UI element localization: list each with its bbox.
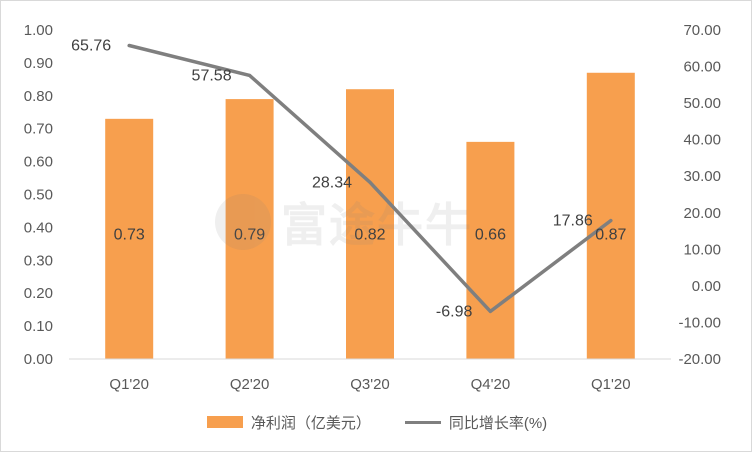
x-tick-label: Q2'20 <box>230 376 270 393</box>
y-right-tick-label: 10.00 <box>683 241 721 258</box>
line-data-label: 28.34 <box>312 174 352 191</box>
line-point <box>248 73 252 77</box>
x-tick-label: Q1'20 <box>591 376 631 393</box>
y-right-tick-label: -10.00 <box>678 314 721 331</box>
y-left-tick-label: 0.90 <box>24 55 53 72</box>
bar <box>346 89 394 359</box>
y-left-tick-label: 0.60 <box>24 154 53 171</box>
line-data-label: 57.58 <box>192 67 232 84</box>
y-right-tick-label: 30.00 <box>683 168 721 185</box>
y-right-tick-label: -20.00 <box>678 351 721 368</box>
y-left-tick-label: 0.80 <box>24 88 53 105</box>
x-tick-label: Q1'20 <box>109 376 149 393</box>
y-left-tick-label: 0.10 <box>24 318 53 335</box>
y-right-tick-label: 40.00 <box>683 132 721 149</box>
y-left-tick-label: 0.70 <box>24 121 53 138</box>
y-left-tick-label: 0.40 <box>24 219 53 236</box>
legend-swatch-line <box>404 420 441 424</box>
bar <box>105 118 154 359</box>
y-left-tick-label: 0.50 <box>24 187 53 204</box>
line-point <box>609 219 613 223</box>
bar-data-label: 0.66 <box>475 226 506 243</box>
line-data-label: 17.86 <box>553 213 593 230</box>
y-right-tick-label: 0.00 <box>692 278 721 295</box>
line-data-label: -6.98 <box>436 303 473 320</box>
legend-label-line: 同比增长率(%) <box>448 414 548 432</box>
legend-swatch-bar <box>206 416 243 428</box>
bar <box>466 141 515 359</box>
x-tick-label: Q3'20 <box>350 376 390 393</box>
bar <box>586 72 635 360</box>
legend-label-bar: 净利润（亿美元） <box>250 414 371 432</box>
y-left-tick-label: 0.00 <box>24 351 53 368</box>
line-point <box>488 309 492 313</box>
y-right-tick-label: 60.00 <box>683 59 721 76</box>
y-left-tick-label: 0.30 <box>24 252 53 269</box>
y-left-tick-label: 0.20 <box>24 285 53 302</box>
legend-item-line: 同比增长率(%) <box>404 412 548 433</box>
legend-item-bar: 净利润（亿美元） <box>206 412 371 433</box>
bar-data-label: 0.73 <box>114 226 145 243</box>
bar <box>225 99 274 359</box>
y-right-tick-label: 70.00 <box>683 22 721 39</box>
y-right-tick-label: 50.00 <box>683 95 721 112</box>
line-data-label: 65.76 <box>71 37 111 54</box>
bar-data-label: 0.87 <box>595 226 626 243</box>
bar-data-label: 0.79 <box>234 226 265 243</box>
y-left-tick-label: 1.00 <box>24 22 53 39</box>
y-right-tick-label: 20.00 <box>683 205 721 222</box>
x-tick-label: Q4'20 <box>471 376 511 393</box>
line-point <box>368 180 372 184</box>
bar-data-label: 0.82 <box>354 226 385 243</box>
line-point <box>127 43 131 47</box>
chart-legend: 净利润（亿美元） 同比增长率(%) <box>1 409 752 435</box>
